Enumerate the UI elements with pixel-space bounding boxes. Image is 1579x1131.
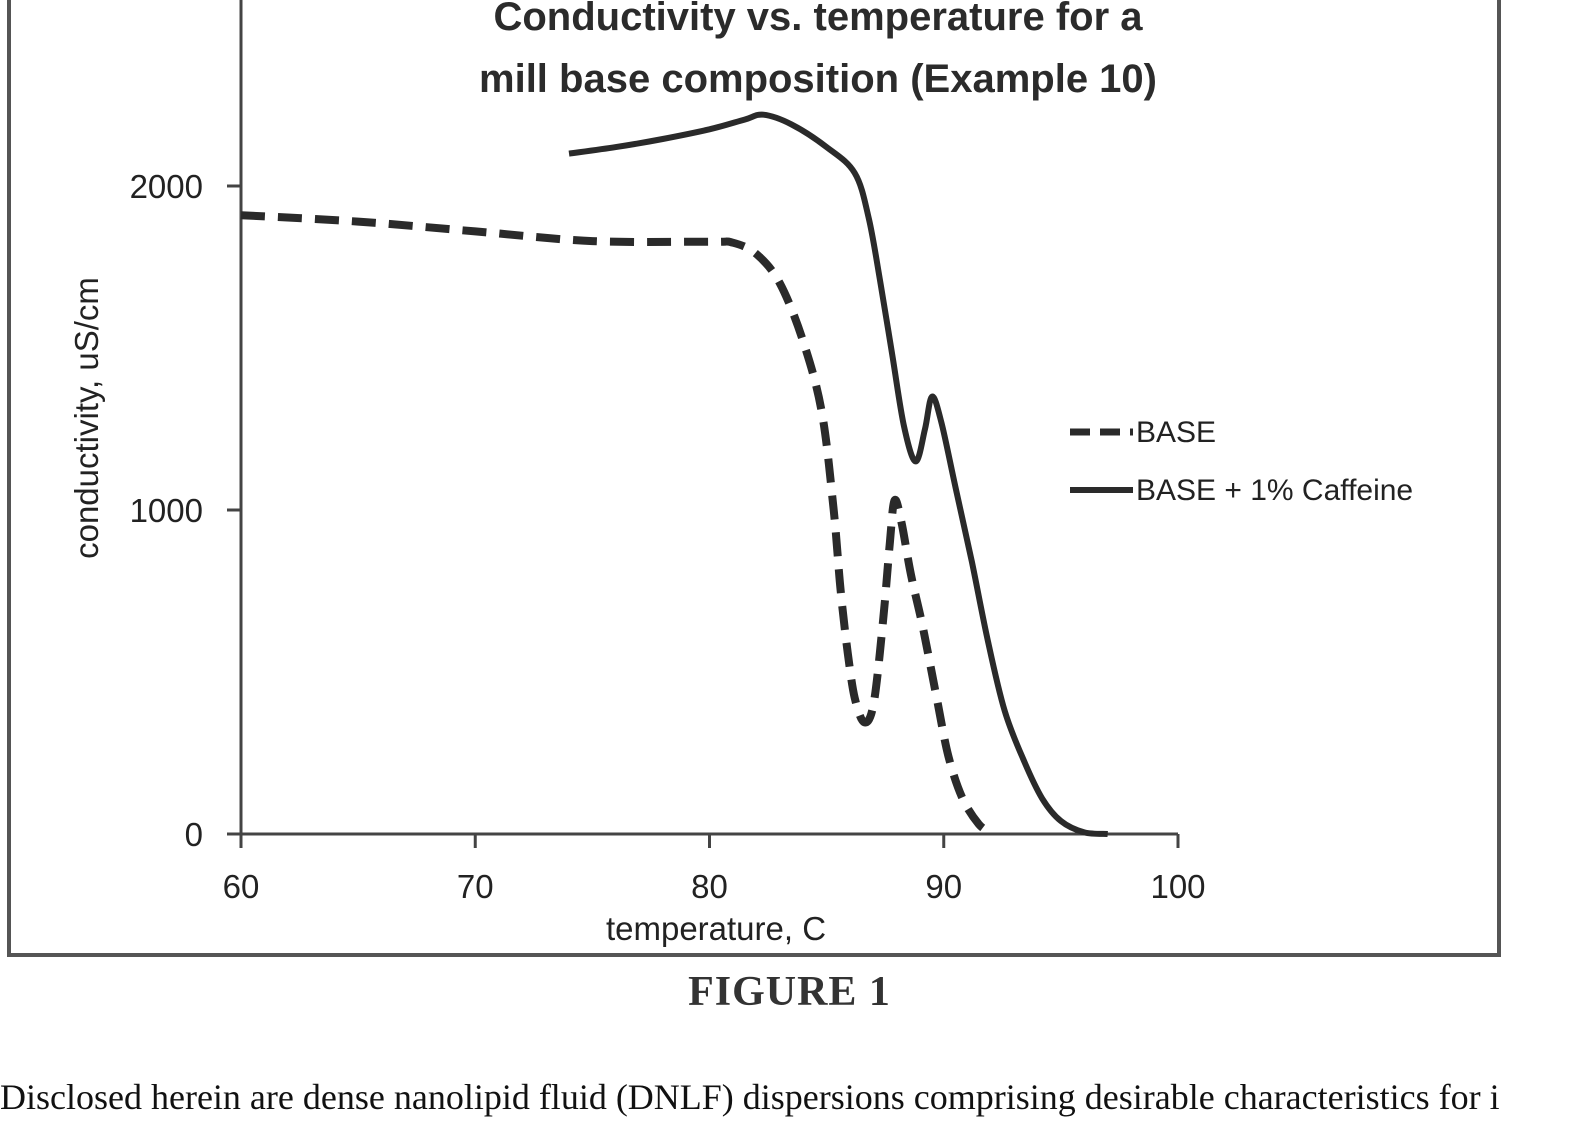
x-tick-label: 70 xyxy=(457,868,494,905)
chart: Conductivity vs. temperature for a mill … xyxy=(7,0,1501,957)
y-tick-label: 1000 xyxy=(130,492,203,529)
x-axis-label: temperature, C xyxy=(606,910,826,947)
legend-label-base: BASE xyxy=(1136,416,1216,449)
x-tick-label: 100 xyxy=(1150,868,1205,905)
legend: BASE BASE + 1% Caffeine xyxy=(1070,416,1413,507)
y-axis-ticks: 0 1000 2000 xyxy=(130,168,241,853)
series-line-base-caffeine xyxy=(568,111,1108,837)
chart-title-line-2: mill base composition (Example 10) xyxy=(479,57,1157,101)
x-tick-label: 80 xyxy=(691,868,728,905)
y-axis-label: conductivity, uS/cm xyxy=(68,277,105,559)
x-tick-label: 60 xyxy=(223,868,260,905)
chart-title-line-1: Conductivity vs. temperature for a xyxy=(493,0,1143,39)
series-line-base xyxy=(240,211,993,836)
y-tick-label: 2000 xyxy=(130,168,203,205)
body-paragraph: Disclosed herein are dense nanolipid flu… xyxy=(0,1077,1500,1117)
y-tick-label: 0 xyxy=(185,816,203,853)
x-tick-label: 90 xyxy=(925,868,962,905)
legend-label-base-caffeine: BASE + 1% Caffeine xyxy=(1136,474,1413,507)
chart-frame xyxy=(7,0,1501,957)
x-axis-ticks: 60 70 80 90 100 xyxy=(223,834,1206,905)
figure-caption: FIGURE 1 xyxy=(688,969,891,1015)
